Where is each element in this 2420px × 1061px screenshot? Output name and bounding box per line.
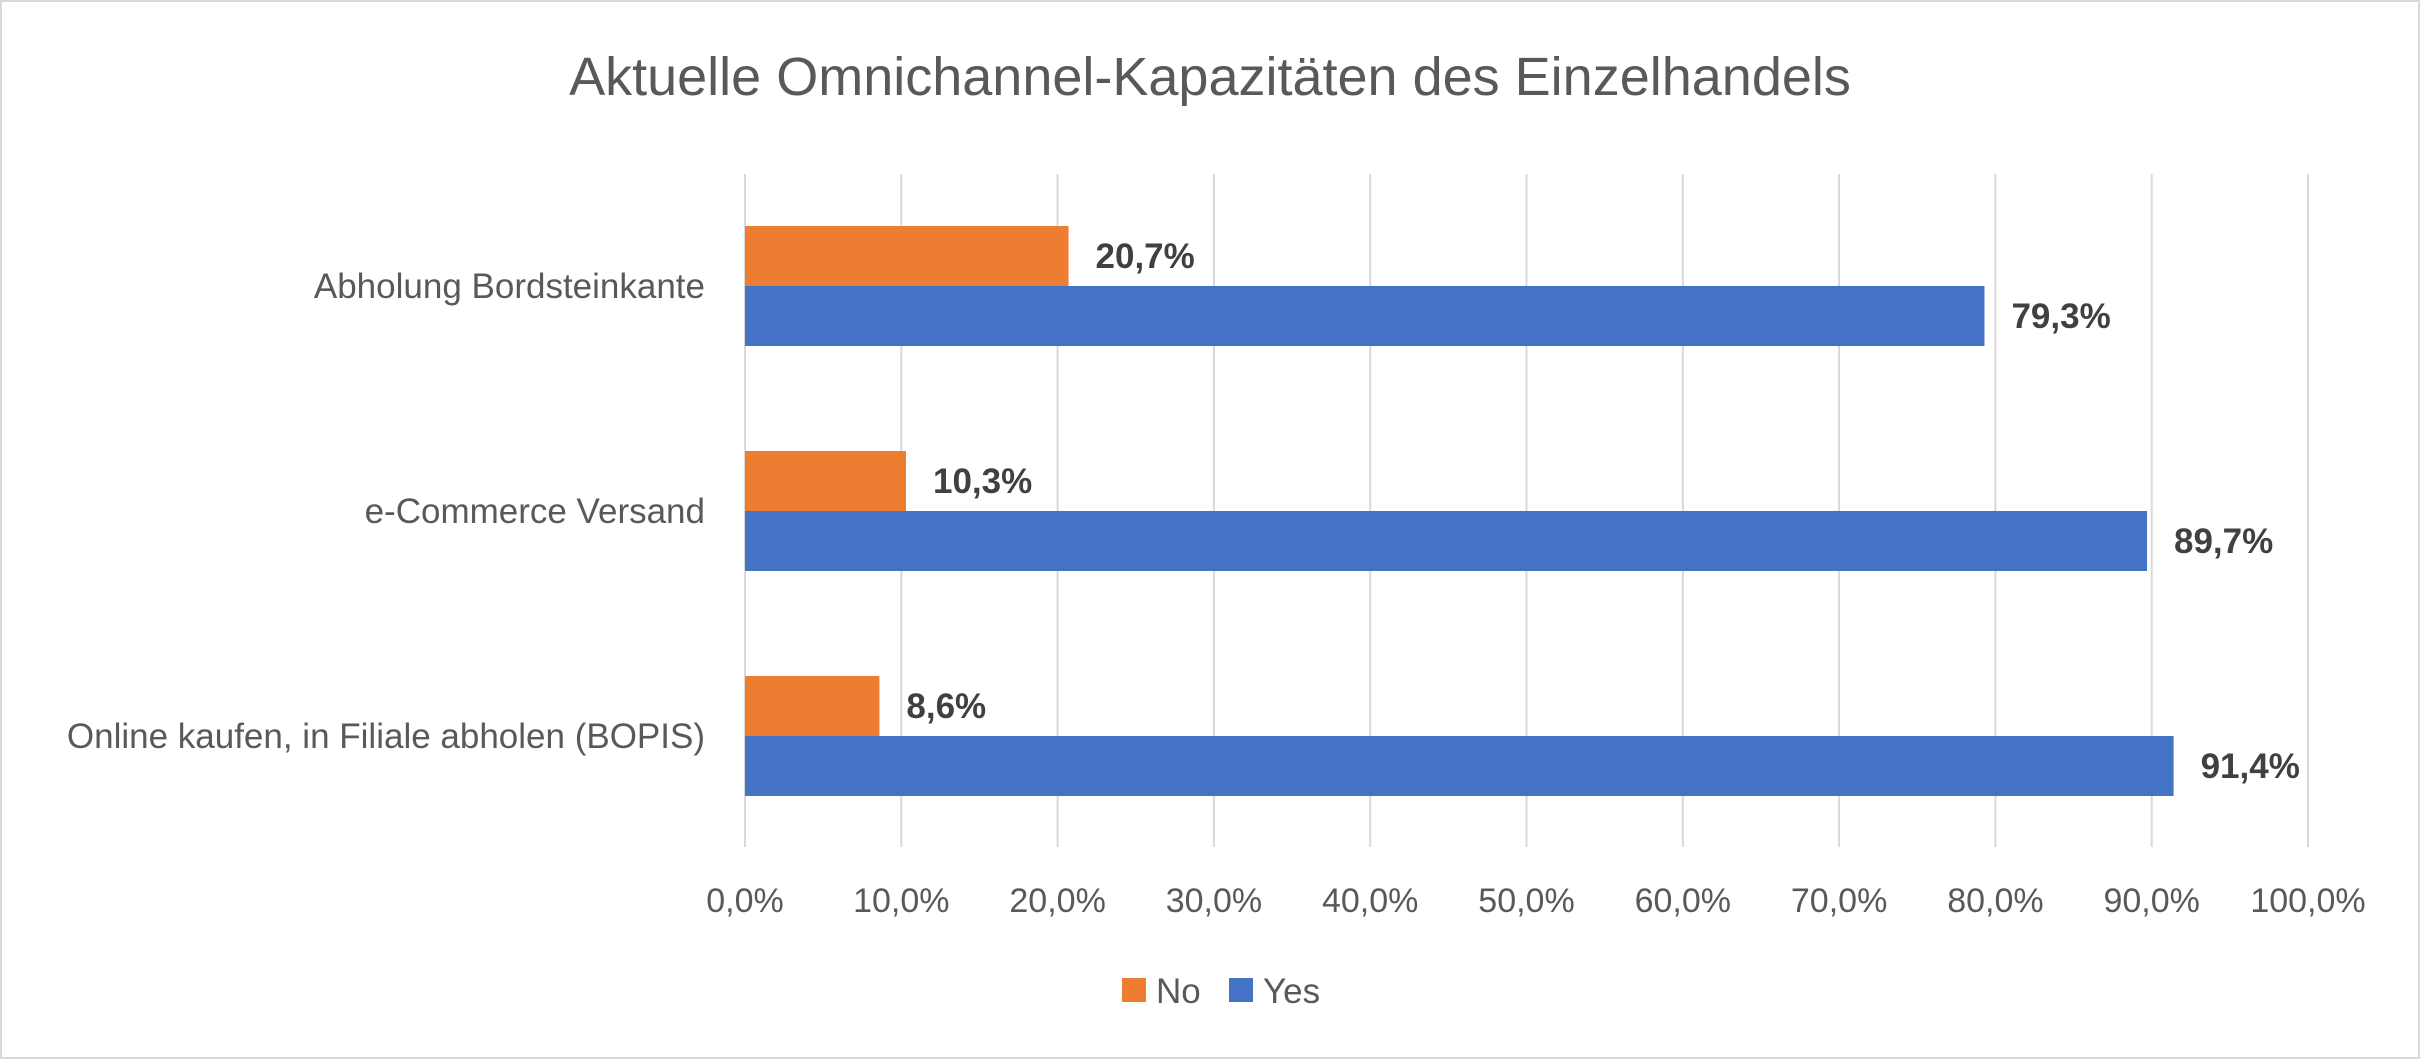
bar-no — [745, 676, 880, 736]
legend-swatch-yes — [1229, 978, 1253, 1002]
x-tick-label: 50,0% — [1478, 882, 1574, 920]
x-tick-label: 90,0% — [2103, 882, 2199, 920]
data-label: 20,7% — [1096, 237, 1195, 276]
x-tick-label: 70,0% — [1791, 882, 1887, 920]
legend-label: Yes — [1263, 972, 1320, 1011]
x-tick-label: 60,0% — [1635, 882, 1731, 920]
x-tick-label: 10,0% — [853, 882, 949, 920]
bar-yes — [745, 511, 2148, 571]
bar-no — [745, 226, 1069, 286]
data-label: 10,3% — [933, 462, 1032, 501]
data-label: 91,4% — [2201, 747, 2300, 786]
data-label: 79,3% — [2011, 297, 2110, 336]
category-label: Abholung Bordsteinkante — [314, 267, 705, 306]
legend: No Yes — [1122, 972, 1320, 1011]
bar-no — [745, 451, 906, 511]
data-labels: 20,7% 79,3% 10,3% 89,7% 8,6% 91,4% — [906, 237, 2299, 786]
x-tick-label: 0,0% — [706, 882, 784, 920]
x-tick-label: 80,0% — [1947, 882, 2043, 920]
bar-yes — [745, 736, 2174, 796]
legend-swatch-no — [1122, 978, 1146, 1002]
value-axis: 0,0% 10,0% 20,0% 30,0% 40,0% 50,0% 60,0% 70,0% 8… — [706, 882, 2365, 920]
data-label: 89,7% — [2174, 522, 2273, 561]
category-label: e-Commerce Versand — [365, 492, 705, 531]
x-tick-label: 20,0% — [1009, 882, 1105, 920]
bars — [745, 226, 2174, 796]
x-tick-label: 30,0% — [1166, 882, 1262, 920]
data-label: 8,6% — [906, 687, 986, 726]
x-tick-label: 100,0% — [2250, 882, 2365, 920]
chart-title: Aktuelle Omnichannel-Kapazitäten des Ein… — [569, 47, 1851, 107]
category-label: Online kaufen, in Filiale abholen (BOPIS… — [67, 717, 705, 756]
category-axis: Abholung Bordsteinkante e-Commerce Versan… — [67, 267, 705, 756]
bar-yes — [745, 286, 1985, 346]
legend-label: No — [1156, 972, 1201, 1011]
x-tick-label: 40,0% — [1322, 882, 1418, 920]
